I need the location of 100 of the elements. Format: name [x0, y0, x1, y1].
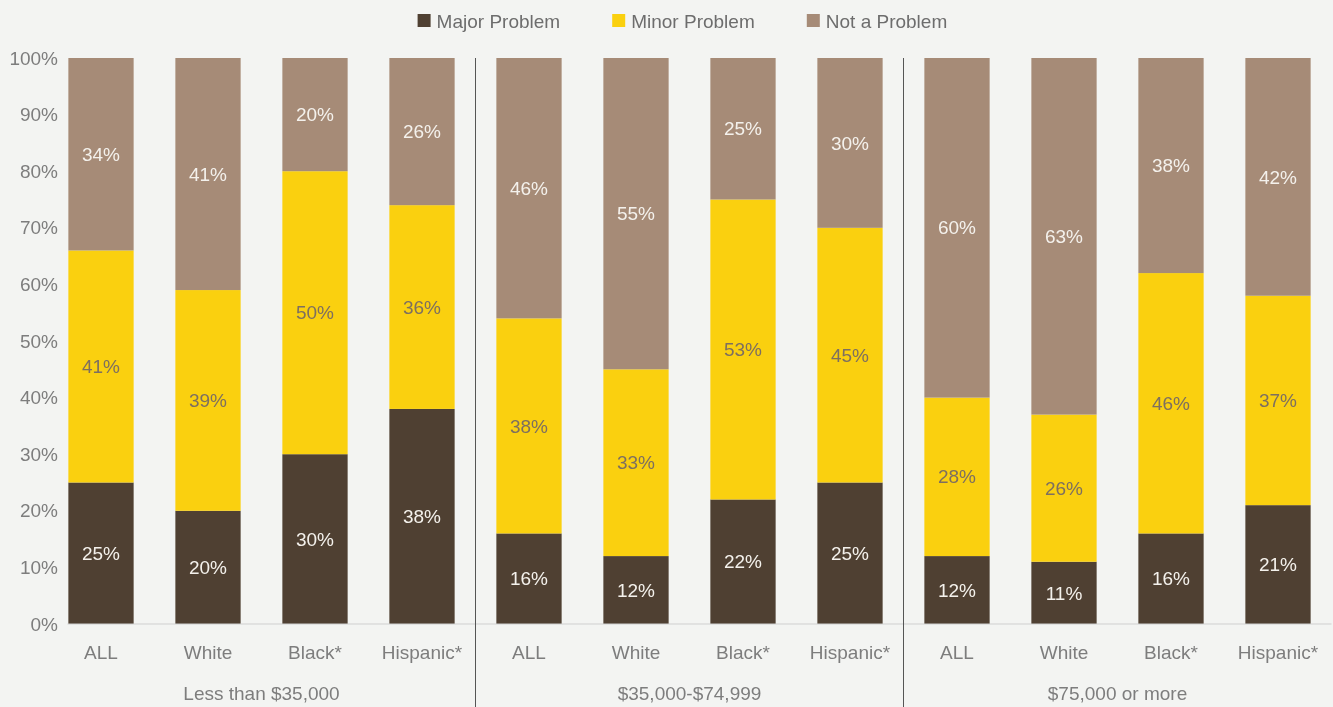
bar — [282, 171, 348, 455]
bar — [1138, 58, 1204, 274]
text: 39% — [188, 390, 228, 412]
legend-label: Major Problem — [436, 10, 561, 32]
bar — [924, 556, 990, 624]
bar — [175, 290, 241, 511]
text: 45% — [830, 344, 870, 366]
bar — [710, 499, 776, 624]
bar — [282, 58, 348, 172]
bar — [603, 556, 669, 624]
bar — [68, 58, 134, 251]
legend-label: Not a Problem — [825, 10, 948, 32]
bar — [389, 205, 455, 409]
bar — [175, 58, 241, 291]
bar — [496, 533, 562, 624]
text: 25% — [830, 542, 870, 564]
bar — [1031, 561, 1097, 624]
text: 21% — [1258, 554, 1298, 576]
text: 20% — [295, 104, 335, 126]
x-tick-label: Hispanic* — [809, 642, 891, 663]
bar — [496, 318, 562, 534]
bar — [68, 482, 134, 624]
bar — [924, 58, 990, 398]
x-tick-label: ALL — [512, 642, 546, 663]
bar — [282, 454, 348, 624]
y-tick-label: 70% — [19, 217, 59, 239]
bar — [68, 250, 134, 483]
text: 12% — [937, 579, 977, 601]
text: 12% — [616, 579, 656, 601]
bar — [710, 58, 776, 200]
x-tick-label: Black* — [716, 642, 771, 663]
text: 26% — [402, 121, 442, 143]
y-tick-label: 50% — [19, 330, 59, 352]
text: 11% — [1045, 582, 1083, 604]
x-tick-label: Black* — [1144, 642, 1199, 663]
text: 53% — [723, 339, 763, 361]
y-tick-label: 100% — [9, 47, 59, 69]
bar — [175, 510, 241, 624]
text: 38% — [1151, 155, 1191, 177]
bar — [603, 58, 669, 370]
text: 34% — [81, 143, 121, 165]
bar — [1245, 295, 1311, 506]
bar — [1245, 505, 1311, 624]
text: 22% — [723, 551, 763, 573]
text: 38% — [402, 506, 442, 528]
x-tick-label: Hispanic* — [1237, 642, 1319, 663]
y-tick-label: 90% — [19, 104, 59, 126]
text: 63% — [1044, 225, 1084, 247]
bar — [1245, 58, 1311, 296]
text: 41% — [81, 356, 121, 378]
text: 28% — [937, 466, 977, 488]
bar — [1031, 58, 1097, 415]
bar — [817, 227, 883, 483]
bar — [817, 482, 883, 624]
text: 30% — [295, 528, 335, 550]
text: $75,000 or more — [1047, 683, 1188, 704]
x-tick-label: Hispanic* — [381, 642, 463, 663]
bar — [710, 199, 776, 500]
text: 38% — [509, 415, 549, 437]
x-tick-label: White — [1039, 642, 1089, 663]
text: 55% — [616, 203, 656, 225]
y-tick-label: 20% — [19, 500, 59, 522]
x-tick-label: ALL — [940, 642, 974, 663]
text: 46% — [509, 177, 549, 199]
text: 20% — [188, 557, 228, 579]
text: 42% — [1258, 166, 1298, 188]
text: $35,000-$74,999 — [617, 683, 762, 704]
bar — [603, 369, 669, 557]
y-tick-label: 30% — [19, 443, 59, 465]
x-tick-label: Black* — [288, 642, 343, 663]
y-tick-label: 10% — [19, 557, 59, 579]
x-tick-label: White — [611, 642, 661, 663]
text: 16% — [1151, 568, 1191, 590]
y-tick-label: 0% — [30, 613, 59, 635]
bar — [389, 58, 455, 206]
text: 25% — [81, 542, 121, 564]
bar — [924, 397, 990, 557]
y-tick-label: 40% — [19, 387, 59, 409]
text: 37% — [1258, 390, 1298, 412]
text: 26% — [1044, 477, 1084, 499]
bar — [1031, 414, 1097, 562]
bar — [1138, 533, 1204, 624]
text: 33% — [616, 452, 656, 474]
text: 25% — [723, 118, 763, 140]
y-tick-label: 80% — [19, 160, 59, 182]
text: 30% — [830, 132, 870, 154]
text: 60% — [937, 217, 977, 239]
text: 50% — [295, 302, 335, 324]
text: 41% — [188, 163, 228, 185]
bar — [389, 408, 455, 624]
bar — [817, 58, 883, 228]
y-tick-label: 60% — [19, 274, 59, 296]
text: 36% — [402, 296, 442, 318]
bar — [1138, 273, 1204, 534]
bar — [496, 58, 562, 319]
x-tick-label: White — [183, 642, 233, 663]
x-tick-label: ALL — [84, 642, 118, 663]
text: Less than $35,000 — [183, 683, 340, 704]
text: 16% — [509, 568, 549, 590]
legend-label: Minor Problem — [631, 10, 755, 32]
